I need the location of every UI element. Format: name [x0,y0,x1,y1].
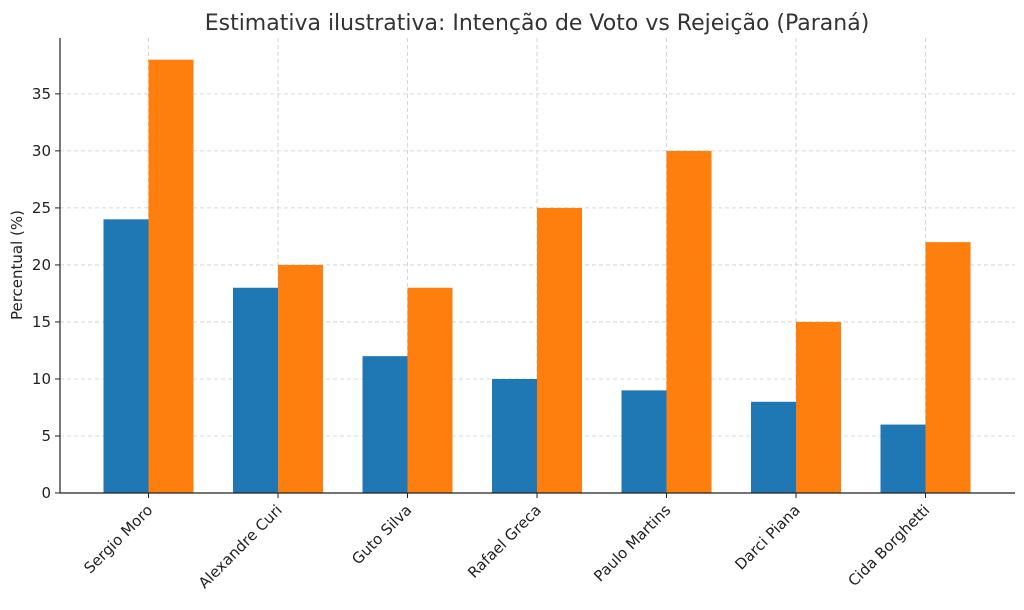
bar-series-2-cida-borghetti [925,242,971,493]
bar-series-1-alexandre-curi [233,287,278,493]
bar-series-2-sergio-moro [148,59,194,494]
x-tick-labels: Sergio Moro Alexandre Curi Guto Silva Rafae… [80,501,933,592]
y-tick-label: 35 [32,85,51,103]
bar-series-1-paulo-martins [621,390,667,493]
y-tick-label: 20 [32,256,51,274]
x-tick-label: Guto Silva [348,501,415,568]
y-tick-label: 30 [32,142,51,160]
y-tick-label: 5 [41,427,51,445]
bar-series-2-guto-silva [407,287,453,493]
bars-group [103,59,971,494]
bar-series-2-darci-piana [796,321,841,493]
axes [55,38,1015,498]
bar-series-2-rafael-greca [537,207,582,493]
x-tick-label: Rafael Greca [464,501,545,582]
y-tick-label: 0 [41,484,51,502]
bar-series-2-alexandre-curi [278,264,323,493]
bar-series-1-sergio-moro [103,219,149,493]
y-axis-label: Percentual (%) [8,210,26,320]
bar-series-2-paulo-martins [666,150,712,494]
x-tick-label: Cida Borghetti [844,501,933,590]
y-tick-labels: 0 5 10 15 20 25 30 35 [32,85,51,502]
y-tick-label: 10 [32,370,51,388]
x-tick-label: Darci Piana [731,501,804,574]
bar-series-1-cida-borghetti [880,424,926,493]
bar-series-1-darci-piana [751,401,796,493]
x-tick-label: Sergio Moro [80,501,156,577]
bar-series-1-rafael-greca [492,378,537,493]
chart-title: Estimativa ilustrativa: Intenção de Voto… [205,11,870,36]
bar-series-1-guto-silva [362,356,408,493]
x-tick-label: Alexandre Curi [195,501,286,592]
y-tick-label: 25 [32,199,51,217]
x-tick-label: Paulo Martins [590,501,674,585]
y-tick-label: 15 [32,313,51,331]
